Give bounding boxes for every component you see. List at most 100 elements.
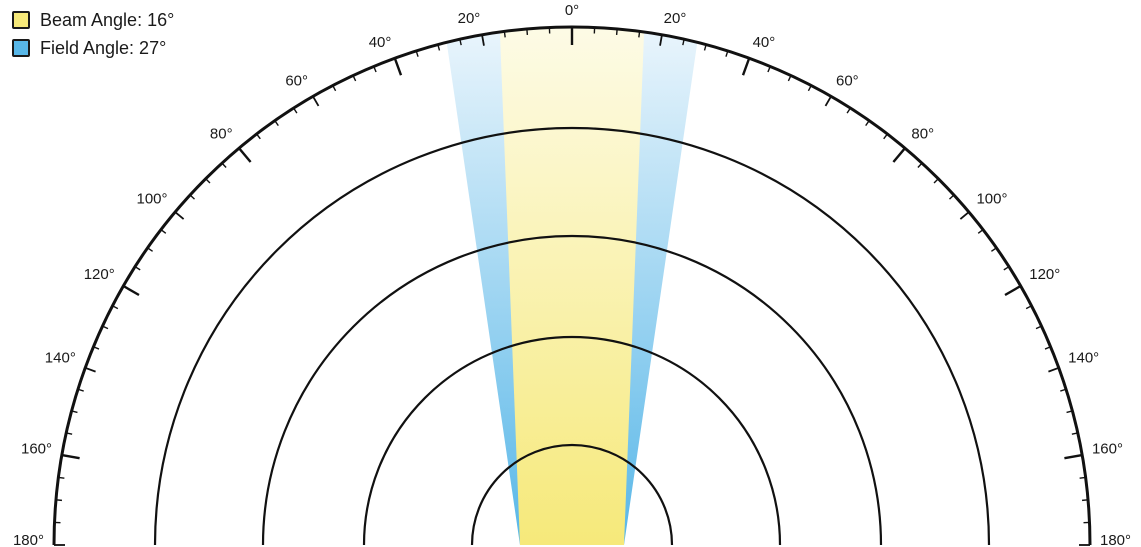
tick-mark [1025,305,1032,310]
angle-label-left-8: 160° [21,440,52,457]
angle-label-right-5: 120° [1029,266,1060,283]
angle-label-right-6: 140° [1068,349,1099,366]
tick-mark [352,75,357,82]
ring-4 [153,126,991,546]
tick-mark [917,162,923,168]
tick-mark [703,44,707,51]
tick-mark [977,229,984,234]
tick-mark [767,66,771,73]
tick-mark [1071,432,1078,435]
angle-label-left-4: 80° [210,126,233,143]
legend: Beam Angle: 16° Field Angle: 27° [12,6,174,62]
beam-angle-label: Beam Angle: 16° [40,9,175,30]
tick-mark [846,107,851,114]
tick-mark [102,325,109,330]
tick-mark [77,388,84,392]
tick-mark [503,31,506,38]
tick-mark [256,133,261,140]
ring-2 [362,335,782,546]
tick-mark [55,499,63,502]
angle-label-left-1: 20° [458,10,481,27]
tick-mark [66,432,73,435]
tick-mark [741,57,751,76]
tick-mark [892,147,906,163]
angle-label-right-4: 100° [976,191,1007,208]
tick-mark [332,85,337,92]
angle-label-right-3: 80° [911,126,934,143]
beam-angle-cone [499,27,645,546]
tick-mark [481,34,485,46]
tick-mark [1064,453,1083,460]
angle-label-left-6: 120° [84,266,115,283]
tick-mark [205,178,211,184]
beam-swatch-icon [12,11,30,29]
tick-mark [949,194,955,200]
angle-label-left-5: 100° [136,191,167,208]
tick-mark [1048,366,1060,373]
angle-label-right-8: 180° [1100,532,1131,547]
ring-3 [261,234,883,546]
tick-mark [638,31,641,38]
tick-mark [526,28,529,36]
angle-label-left-3: 60° [285,73,308,90]
tick-mark [437,44,441,51]
tick-mark [682,39,685,46]
tick-mark [1004,284,1022,297]
tick-mark [1066,410,1073,414]
tick-mark [58,476,65,479]
tick-mark [274,120,279,126]
tick-mark [615,28,618,36]
field-swatch-icon [12,39,30,57]
tick-mark [807,85,812,92]
tick-mark [373,66,377,73]
angle-label-right-2: 60° [836,73,859,90]
tick-mark [824,95,832,107]
tick-mark [1081,499,1089,502]
tick-mark [112,305,119,310]
tick-mark [238,147,252,163]
tick-mark [61,453,80,460]
tick-mark [393,57,403,76]
tick-mark [84,366,96,373]
tick-mark [933,178,939,184]
ring-1 [470,443,674,546]
tick-mark [122,284,140,297]
tick-mark [883,133,888,140]
field-angle-label: Field Angle: 27° [40,37,167,58]
label-group: 0° 20° 40° 60° 80° 100° 120° 140° 160° 180° 20° 40°… [13,2,1131,547]
tick-mark [865,120,870,126]
tick-mark [459,39,462,46]
tick-mark [1044,346,1051,350]
angle-label-top-0: 0° [565,2,579,19]
tick-mark [189,194,195,200]
beam-group [446,27,698,546]
tick-mark [415,50,419,57]
tick-mark [1003,266,1010,271]
tick-mark [221,162,227,168]
tick-mark [160,229,167,234]
angle-label-left-2: 40° [369,34,392,51]
tick-mark [1035,325,1042,330]
angle-label-left-9: 180° [13,532,44,547]
tick-mark [991,247,997,252]
angle-label-right-0: 20° [664,10,687,27]
ring-group [153,126,991,546]
tick-mark [1060,388,1067,392]
tick-mark [725,50,729,57]
tick-mark [147,247,153,252]
tick-mark [134,266,141,271]
tick-mark [293,107,298,114]
tick-mark [959,211,970,220]
tick-mark [71,410,78,414]
tick-mark [93,346,100,350]
tick-mark [659,34,663,46]
angle-label-right-7: 160° [1092,440,1123,457]
tick-mark [1079,476,1086,479]
tick-mark [312,95,320,107]
tick-mark [787,75,792,82]
tick-mark [174,211,185,220]
legend-item-beam: Beam Angle: 16° [12,6,174,34]
angle-label-right-1: 40° [753,34,776,51]
angle-label-left-7: 140° [45,349,76,366]
